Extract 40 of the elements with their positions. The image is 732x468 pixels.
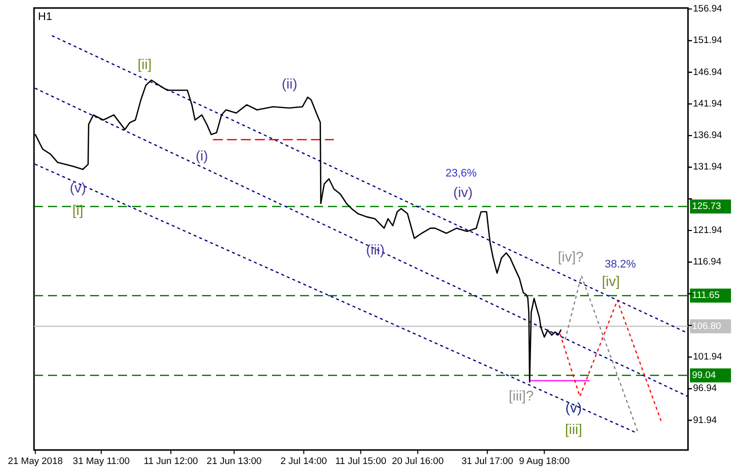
- x-tick-label: 21 Jun 13:00: [206, 456, 262, 467]
- annotation: (iv): [453, 184, 473, 200]
- x-tick-label: 21 May 2018: [8, 456, 63, 467]
- chart-title: H1: [38, 11, 52, 23]
- x-tick-label: 31 May 11:00: [72, 456, 130, 467]
- annotation: [i]: [72, 202, 84, 218]
- x-tick-label: 11 Jul 15:00: [335, 456, 386, 467]
- x-tick-label: 9 Aug 18:00: [518, 456, 570, 467]
- y-tick-label: 156.94: [693, 4, 722, 15]
- ref-line-label: 125.73: [692, 201, 722, 212]
- annotation: (v): [565, 399, 582, 416]
- y-tick-label: 121.94: [693, 225, 722, 236]
- annotation: (v): [70, 179, 86, 196]
- annotation: (iii): [366, 241, 385, 258]
- annotation: (i): [196, 148, 208, 164]
- y-tick-label: 151.94: [693, 35, 722, 46]
- x-tick-label: 31 Jul 17:00: [461, 456, 514, 467]
- annotation: [iv]?: [558, 248, 584, 264]
- annotation: (ii): [282, 76, 298, 92]
- ref-line-label: 111.65: [692, 290, 720, 302]
- y-tick-label: 131.94: [693, 162, 722, 173]
- y-tick-label: 146.94: [693, 66, 722, 78]
- line-series: [560, 300, 662, 422]
- ref-line-label: 106.80: [692, 320, 722, 332]
- y-tick-label: 101.94: [693, 352, 722, 363]
- y-tick-label: 136.94: [693, 130, 722, 142]
- annotation: [iv]: [602, 272, 620, 289]
- annotation: [iii]?: [508, 387, 534, 404]
- ref-line-label: 99.04: [692, 370, 716, 381]
- annotation: [ii]: [138, 56, 152, 72]
- y-tick-label: 116.94: [693, 256, 722, 268]
- y-tick-label: 141.94: [693, 98, 722, 110]
- y-tick-label: 91.94: [693, 414, 717, 426]
- annotation: 38.2%: [604, 258, 636, 270]
- annotation: 23,6%: [446, 168, 477, 180]
- x-tick-label: 2 Jul 14:00: [280, 456, 327, 467]
- x-tick-label: 11 Jun 12:00: [144, 456, 198, 467]
- annotation: [iii]: [565, 420, 582, 437]
- x-tick-label: 20 Jul 16:00: [392, 456, 444, 467]
- y-tick-label: 96.94: [693, 383, 717, 394]
